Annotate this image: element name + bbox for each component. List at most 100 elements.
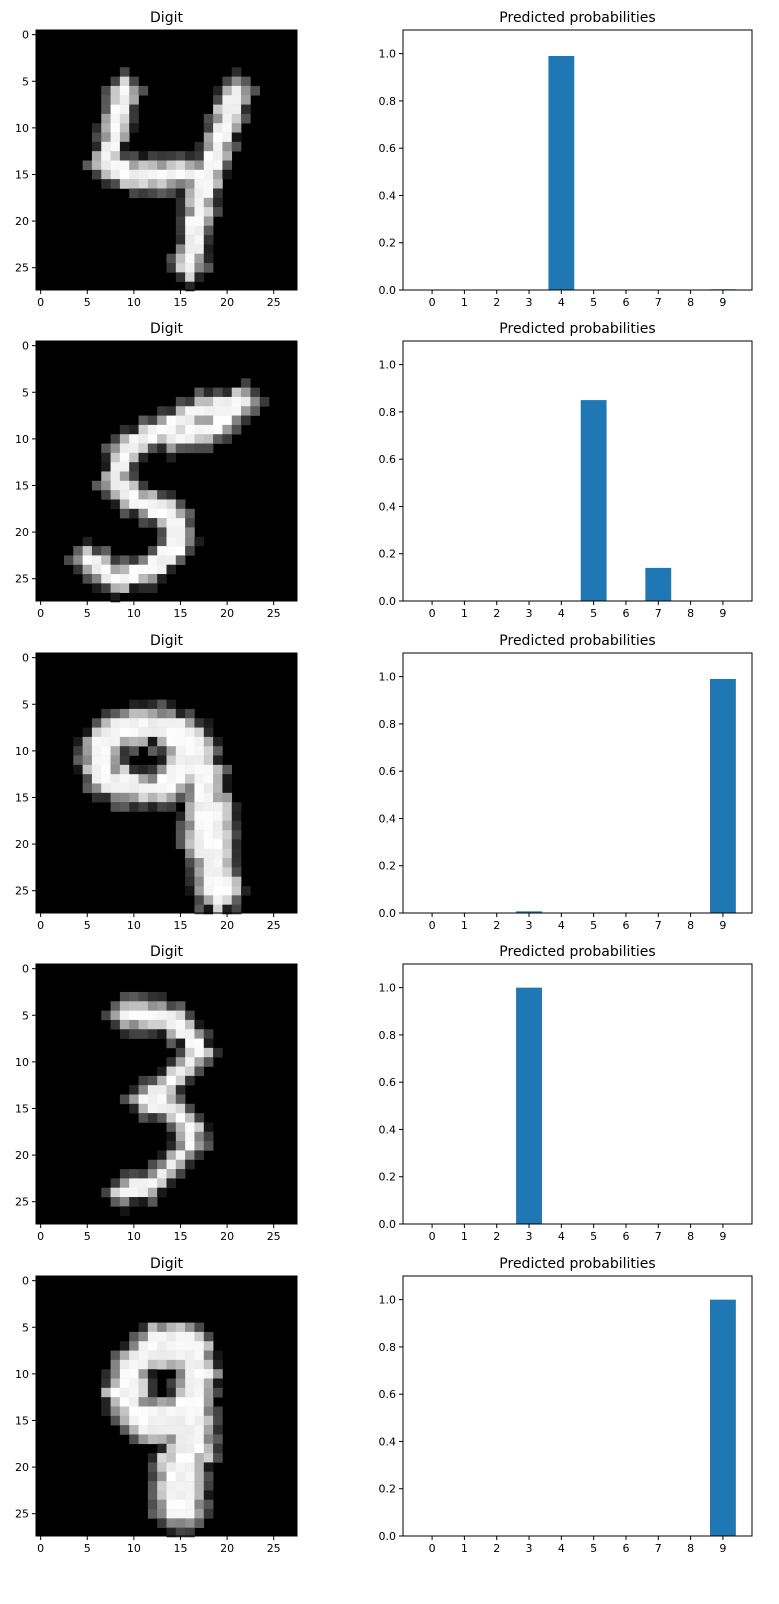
digit-pixel bbox=[175, 1038, 186, 1049]
prob-y-tick-label: 0.2 bbox=[379, 548, 397, 561]
digit-pixel bbox=[194, 235, 205, 245]
digit-pixel bbox=[175, 508, 186, 519]
digit-pixel bbox=[166, 774, 177, 784]
digit-pixel bbox=[110, 434, 121, 444]
digit-pixel bbox=[157, 1490, 167, 1501]
prob-y-tick-label: 0.4 bbox=[379, 189, 397, 202]
digit-pixel bbox=[241, 387, 251, 398]
prob-y-tick-label: 0.8 bbox=[379, 1341, 397, 1354]
digit-pixel bbox=[166, 1322, 177, 1333]
prob-axes-background bbox=[403, 964, 752, 1224]
digit-pixel bbox=[185, 830, 195, 840]
digit-pixel bbox=[147, 434, 158, 444]
prob-x-tick-label: 0 bbox=[429, 1542, 436, 1555]
digit-pixel bbox=[119, 123, 130, 133]
digit-pixel bbox=[157, 508, 167, 519]
prob-panel-4: Predicted probabilities 0 1 2 3 4 5 6 7 8 9 0.0 0.2 0… bbox=[379, 944, 753, 1243]
digit-pixel bbox=[147, 718, 158, 728]
digit-pixel bbox=[194, 1434, 205, 1445]
prob-bar-4 bbox=[548, 56, 575, 290]
digit-pixel bbox=[110, 774, 121, 784]
digit-pixel bbox=[203, 1038, 214, 1049]
digit-pixel bbox=[138, 1425, 149, 1435]
digit-pixel bbox=[91, 546, 102, 556]
digit-pixel bbox=[157, 499, 167, 510]
digit-pixel bbox=[203, 1425, 214, 1435]
digit-pixel bbox=[222, 820, 233, 831]
digit-pixel bbox=[175, 1443, 186, 1454]
digit-pixel bbox=[110, 727, 121, 738]
digit-pixel bbox=[138, 727, 149, 738]
prob-bar-3 bbox=[516, 987, 542, 1224]
digit-pixel bbox=[203, 113, 214, 124]
digit-pixel bbox=[129, 991, 139, 1002]
digit-pixel bbox=[194, 434, 205, 444]
digit-pixel bbox=[259, 396, 270, 407]
digit-pixel bbox=[129, 462, 139, 472]
digit-pixel bbox=[194, 253, 205, 264]
digit-pixel bbox=[166, 783, 177, 794]
digit-pixel bbox=[194, 225, 205, 236]
digit-pixel bbox=[157, 991, 167, 1002]
digit-pixel bbox=[213, 1434, 223, 1445]
digit-pixel bbox=[203, 718, 214, 728]
digit-pixel bbox=[166, 508, 177, 519]
digit-pixel bbox=[147, 151, 158, 161]
digit-pixel bbox=[157, 1481, 167, 1491]
digit-pixel bbox=[194, 188, 205, 199]
prob-x-tick-label: 6 bbox=[622, 296, 629, 309]
digit-pixel bbox=[213, 1047, 223, 1058]
digit-pixel bbox=[194, 1066, 205, 1077]
digit-pixel bbox=[194, 718, 205, 728]
digit-pixel bbox=[185, 216, 195, 227]
digit-pixel bbox=[157, 1415, 167, 1426]
digit-y-tick-label: 15 bbox=[15, 791, 29, 804]
digit-pixel bbox=[175, 188, 186, 199]
digit-pixel bbox=[175, 1518, 186, 1528]
digit-pixel bbox=[110, 76, 121, 87]
digit-pixel bbox=[194, 1331, 205, 1342]
digit-pixel bbox=[166, 736, 177, 747]
digit-pixel bbox=[138, 1341, 149, 1351]
digit-pixel bbox=[213, 811, 223, 822]
digit-pixel bbox=[194, 764, 205, 775]
digit-pixel bbox=[166, 1131, 177, 1142]
digit-pixel bbox=[222, 141, 233, 152]
digit-pixel bbox=[185, 225, 195, 236]
digit-pixel bbox=[175, 1378, 186, 1389]
digit-pixel bbox=[157, 1499, 167, 1510]
digit-pixel bbox=[91, 132, 102, 143]
digit-pixel bbox=[231, 415, 242, 426]
digit-pixel bbox=[175, 708, 186, 719]
digit-pixel bbox=[194, 406, 205, 416]
digit-pixel bbox=[194, 746, 205, 756]
digit-pixel bbox=[82, 536, 93, 547]
digit-pixel bbox=[129, 123, 139, 133]
digit-pixel bbox=[147, 1019, 158, 1030]
digit-pixel bbox=[175, 811, 186, 822]
digit-pixel bbox=[231, 76, 242, 87]
digit-pixel bbox=[175, 1509, 186, 1519]
digit-pixel bbox=[63, 555, 74, 566]
digit-pixel bbox=[213, 415, 223, 426]
digit-pixel bbox=[166, 555, 177, 566]
prob-y-tick-label: 1.0 bbox=[379, 982, 397, 995]
prob-panel-1: Predicted probabilities 0 1 2 3 4 5 6 7 8 9 0.0 0.2 0… bbox=[379, 10, 753, 309]
prob-x-tick-label: 8 bbox=[687, 919, 694, 932]
digit-pixel bbox=[91, 718, 102, 728]
digit-pixel bbox=[194, 876, 205, 887]
digit-pixel bbox=[101, 1397, 111, 1407]
digit-pixel bbox=[194, 904, 205, 915]
digit-pixel bbox=[185, 1471, 195, 1482]
digit-pixel bbox=[175, 792, 186, 803]
digit-pixel bbox=[175, 443, 186, 454]
digit-pixel bbox=[185, 536, 195, 547]
digit-pixel bbox=[185, 1029, 195, 1039]
digit-pixel bbox=[147, 508, 158, 519]
digit-pixel bbox=[203, 802, 214, 812]
digit-pixel bbox=[110, 1415, 121, 1426]
digit-pixel bbox=[185, 1518, 195, 1528]
digit-pixel bbox=[73, 564, 83, 575]
digit-pixel bbox=[119, 1019, 130, 1030]
digit-pixel bbox=[194, 820, 205, 831]
